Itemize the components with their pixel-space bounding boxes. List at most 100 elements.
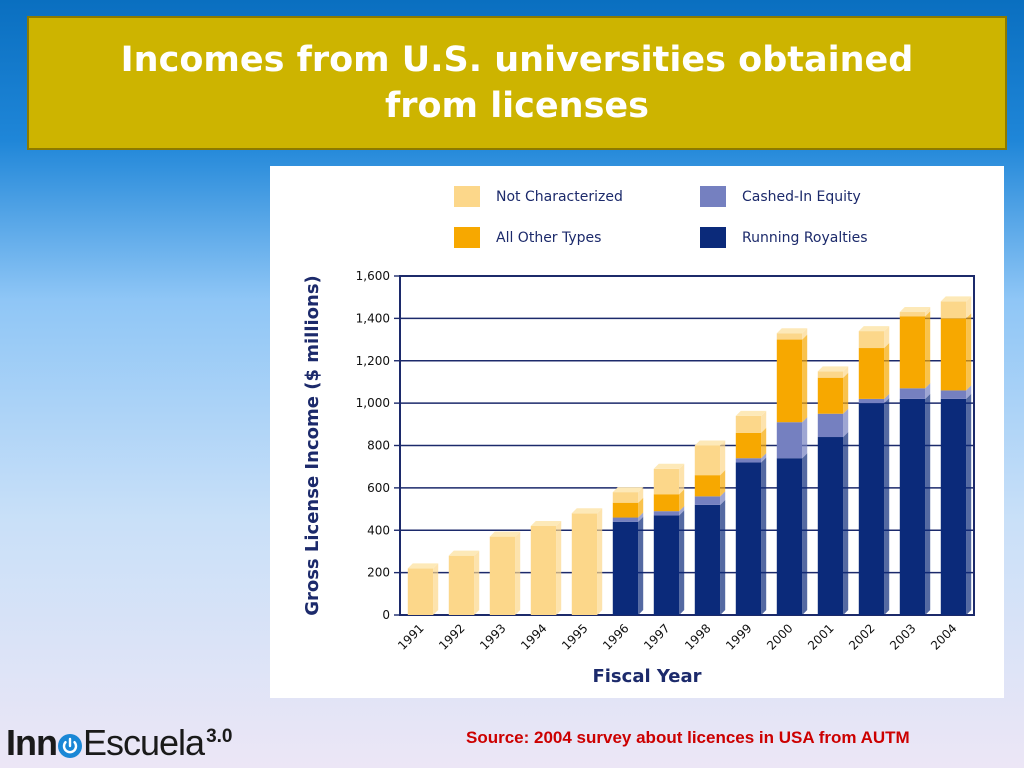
y-tick-label: 800 — [367, 439, 390, 453]
logo-text-escuela: Escuela — [82, 722, 205, 763]
bar-segment — [940, 390, 967, 399]
bar-segment — [776, 458, 803, 615]
bar-segment — [530, 526, 557, 615]
x-tick-label: 2003 — [887, 621, 918, 652]
bar-side — [638, 516, 644, 615]
x-axis-label: Fiscal Year — [592, 666, 701, 687]
bar-side — [925, 307, 931, 317]
bar-segment — [735, 458, 762, 463]
legend-swatch — [454, 227, 480, 248]
x-tick-label: 2002 — [846, 621, 877, 652]
bar-segment — [776, 422, 803, 459]
bar-side — [925, 311, 931, 389]
bar-side — [966, 313, 972, 391]
bar-segment — [612, 521, 639, 615]
bar-top — [530, 521, 562, 527]
bar-segment — [735, 415, 762, 433]
bar-side — [515, 531, 521, 615]
bar-side — [720, 440, 726, 476]
bar-top — [858, 326, 890, 332]
y-tick-label: 0 — [382, 608, 390, 622]
bar-side — [720, 499, 726, 615]
bar-side — [679, 489, 685, 512]
bar-side — [638, 512, 644, 522]
bar-side — [638, 487, 644, 503]
legend-swatch — [700, 227, 726, 248]
bar-side — [884, 398, 890, 615]
y-tick-label: 600 — [367, 481, 390, 495]
bar-segment — [817, 377, 844, 414]
bar-side — [843, 408, 849, 438]
bar-side — [761, 453, 767, 463]
bar-side — [884, 326, 890, 349]
bar-side — [966, 296, 972, 319]
bar-side — [843, 366, 849, 378]
bar-segment — [776, 339, 803, 423]
y-tick-label: 1,400 — [356, 311, 390, 325]
chart-panel: 0 200 400 600 800 1,000 1,200 1,400 1,600 1991 199… — [270, 166, 1004, 698]
bar-side — [720, 470, 726, 497]
bar-side — [802, 334, 808, 423]
x-tick-label: 1992 — [436, 621, 467, 652]
bar-side — [679, 463, 685, 495]
bar-side — [966, 393, 972, 615]
bar-segment — [858, 331, 885, 349]
bar-segment — [940, 318, 967, 391]
legend-swatch — [454, 186, 480, 207]
bar-side — [802, 417, 808, 459]
bar-segment — [694, 445, 721, 476]
bar-segment — [612, 492, 639, 503]
bar-segment — [940, 398, 967, 615]
bar-top — [899, 307, 931, 313]
logo-version: 3.0 — [206, 726, 233, 747]
x-tick-label: 1998 — [682, 621, 713, 652]
bar-segment — [612, 502, 639, 518]
bar-top — [407, 563, 439, 569]
bar-side — [843, 432, 849, 615]
bar-side — [761, 410, 767, 433]
logo-text-inn: Inn — [6, 722, 58, 763]
bar-side — [925, 383, 931, 399]
license-income-chart: 0 200 400 600 800 1,000 1,200 1,400 1,600 1991 199… — [302, 186, 975, 687]
bar-top — [612, 487, 644, 493]
slide-title: Incomes from U.S. universities obtained … — [120, 40, 914, 126]
y-tick-label: 1,000 — [356, 396, 390, 410]
bar-segment — [899, 398, 926, 615]
bar-segment — [653, 515, 680, 615]
x-tick-label: 1999 — [723, 621, 754, 652]
x-tick-label: 1995 — [559, 621, 590, 652]
x-tick-label: 2004 — [928, 621, 959, 652]
bar-side — [679, 510, 685, 615]
bar-segment — [817, 413, 844, 438]
bar-segment — [489, 536, 516, 615]
legend-label: Cashed-In Equity — [742, 189, 861, 205]
bar-segment — [653, 468, 680, 495]
y-tick-label: 1,200 — [356, 354, 390, 368]
y-tick-label: 400 — [367, 523, 390, 537]
bar-side — [433, 563, 439, 615]
x-tick-label: 2000 — [764, 621, 795, 652]
x-tick-label: 1991 — [395, 621, 426, 652]
legend-label: Running Royalties — [742, 230, 868, 246]
bar-side — [720, 491, 726, 505]
bar-top — [940, 296, 972, 302]
bar-side — [761, 427, 767, 459]
bar-segment — [694, 504, 721, 615]
x-tick-label: 1993 — [477, 621, 508, 652]
bar-segment — [899, 388, 926, 399]
x-tick-label: 1996 — [600, 621, 631, 652]
bar-segment — [858, 348, 885, 399]
bar-side — [802, 453, 808, 615]
bar-side — [925, 393, 931, 615]
bar-segment — [694, 496, 721, 505]
bar-top — [817, 366, 849, 372]
legend-label: All Other Types — [496, 230, 601, 246]
bar-segment — [776, 333, 803, 340]
bar-segment — [694, 475, 721, 497]
bar-segment — [858, 403, 885, 615]
bar-side — [884, 343, 890, 399]
bar-segment — [817, 437, 844, 615]
bar-side — [597, 508, 603, 615]
innoescuela-logo: Inn Escuela 3.0 — [6, 722, 233, 764]
bar-side — [884, 393, 890, 404]
